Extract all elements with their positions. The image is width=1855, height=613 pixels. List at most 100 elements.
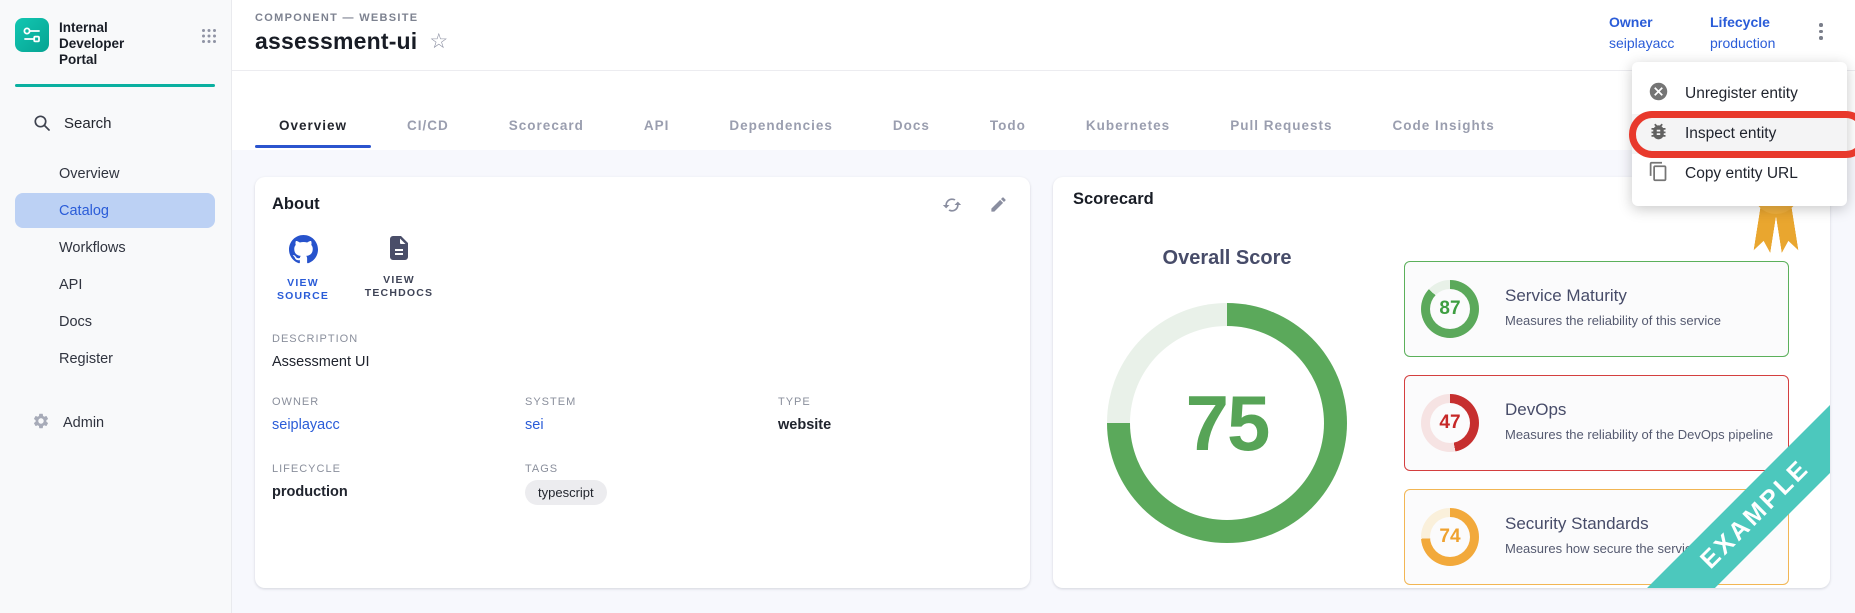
brand-name: Internal Developer Portal xyxy=(59,20,125,67)
sidebar-item-catalog[interactable]: Catalog xyxy=(15,193,215,228)
favorite-star-icon[interactable]: ☆ xyxy=(429,30,449,53)
devops-description: Measures the reliability of the DevOps p… xyxy=(1505,427,1774,442)
about-title: About xyxy=(272,195,320,213)
tab-cicd[interactable]: CI/CD xyxy=(407,118,449,133)
description-label: DESCRIPTION xyxy=(272,333,359,345)
tab-todo[interactable]: Todo xyxy=(989,118,1026,133)
lifecycle-fact: Lifecycle production xyxy=(1710,12,1775,54)
service-maturity-donut: 87 xyxy=(1421,280,1479,338)
tab-overview[interactable]: Overview xyxy=(255,71,372,150)
devops-donut: 47 xyxy=(1421,394,1479,452)
tags-field-label: TAGS xyxy=(525,463,559,475)
tab-docs[interactable]: Docs xyxy=(892,118,930,133)
portal-logo-icon xyxy=(15,18,49,52)
apps-grid-icon[interactable] xyxy=(201,18,217,44)
tab-kubernetes[interactable]: Kubernetes xyxy=(1085,118,1171,133)
score-box-devops[interactable]: 47 DevOps Measures the reliability of th… xyxy=(1404,375,1789,471)
system-field-label: SYSTEM xyxy=(525,396,577,408)
overview-content: About xyxy=(232,150,1855,613)
menu-item-inspect-entity[interactable]: Inspect entity xyxy=(1632,114,1847,154)
owner-field-value[interactable]: seiplayacc xyxy=(272,417,340,433)
service-maturity-description: Measures the reliability of this service xyxy=(1505,313,1722,328)
description-field: DESCRIPTION Assessment UI xyxy=(272,333,1013,370)
github-icon xyxy=(288,235,318,269)
gear-icon xyxy=(32,412,50,434)
sidebar-item-admin[interactable]: Admin xyxy=(32,412,231,434)
scorecard-title: Scorecard xyxy=(1073,190,1154,208)
menu-item-label: Inspect entity xyxy=(1685,125,1777,142)
main-area: COMPONENT — WEBSITE assessment-ui ☆ Owne… xyxy=(232,0,1855,613)
search-label: Search xyxy=(64,114,112,132)
system-field-value[interactable]: sei xyxy=(525,417,544,433)
security-standards-score: 74 xyxy=(1439,526,1461,547)
type-field-label: TYPE xyxy=(778,396,811,408)
admin-label: Admin xyxy=(63,415,105,431)
service-maturity-title: Service Maturity xyxy=(1505,286,1627,305)
tag-chip-typescript[interactable]: typescript xyxy=(525,480,607,505)
document-icon xyxy=(387,235,411,266)
entity-tabs: Overview CI/CD Scorecard API Dependencie… xyxy=(232,71,1855,150)
brand-row: Internal Developer Portal xyxy=(0,0,231,68)
security-standards-donut: 74 xyxy=(1421,508,1479,566)
owner-label: Owner xyxy=(1609,14,1653,30)
sidebar: Internal Developer Portal Searc xyxy=(0,0,232,613)
type-field-value: website xyxy=(778,417,832,433)
edit-pencil-icon[interactable] xyxy=(989,195,1008,215)
menu-item-label: Unregister entity xyxy=(1685,85,1798,102)
view-source-label: VIEW SOURCE xyxy=(276,277,330,302)
refresh-icon[interactable] xyxy=(942,195,962,215)
system-field: SYSTEM sei xyxy=(525,396,778,433)
security-standards-description: Measures how secure the service is xyxy=(1505,541,1712,556)
service-maturity-score: 87 xyxy=(1439,298,1461,319)
devops-title: DevOps xyxy=(1505,400,1567,419)
sidebar-item-workflows[interactable]: Workflows xyxy=(59,239,126,256)
breadcrumb: COMPONENT — WEBSITE xyxy=(255,12,419,24)
copy-icon xyxy=(1648,161,1669,187)
lifecycle-value: production xyxy=(1710,35,1776,51)
view-techdocs-label: VIEW TECHDOCS xyxy=(364,274,434,299)
bug-icon xyxy=(1648,121,1669,147)
sidebar-item-api[interactable]: API xyxy=(59,276,83,293)
lifecycle-label: Lifecycle xyxy=(1710,14,1770,30)
about-card: About xyxy=(255,177,1030,588)
tab-dependencies[interactable]: Dependencies xyxy=(729,118,833,133)
tab-pull-requests[interactable]: Pull Requests xyxy=(1230,118,1333,133)
overall-score-value: 75 xyxy=(1185,378,1271,467)
entity-header: COMPONENT — WEBSITE assessment-ui ☆ Owne… xyxy=(232,0,1855,71)
menu-item-unregister-entity[interactable]: Unregister entity xyxy=(1632,74,1847,114)
view-source-link[interactable]: VIEW SOURCE xyxy=(272,235,334,303)
more-options-kebab-icon[interactable] xyxy=(1815,19,1827,44)
menu-item-copy-entity-url[interactable]: Copy entity URL xyxy=(1632,154,1847,194)
sidebar-nav: Overview Catalog Workflows API Docs Regi… xyxy=(0,156,231,376)
sidebar-item-overview[interactable]: Overview xyxy=(59,165,120,182)
tab-scorecard[interactable]: Scorecard xyxy=(508,118,584,133)
sidebar-item-search[interactable]: Search xyxy=(33,114,231,132)
devops-score: 47 xyxy=(1439,412,1461,433)
tab-code-insights[interactable]: Code Insights xyxy=(1392,118,1495,133)
owner-value[interactable]: seiplayacc xyxy=(1609,35,1675,51)
owner-field: OWNER seiplayacc xyxy=(272,396,525,433)
lifecycle-field-value: production xyxy=(272,484,348,500)
type-field: TYPE website xyxy=(778,396,1013,433)
search-icon xyxy=(33,114,51,132)
sidebar-item-register[interactable]: Register xyxy=(59,350,113,367)
lifecycle-field: LIFECYCLE production xyxy=(272,463,525,505)
cancel-icon xyxy=(1648,81,1669,107)
entity-context-menu: Unregister entity Inspect entity Copy en… xyxy=(1632,62,1847,206)
score-box-service-maturity[interactable]: 87 Service Maturity Measures the reliabi… xyxy=(1404,261,1789,357)
overall-score-label: Overall Score xyxy=(1162,247,1292,269)
lifecycle-field-label: LIFECYCLE xyxy=(272,463,341,475)
tags-field: TAGS typescript xyxy=(525,463,778,505)
sidebar-accent-rule xyxy=(15,84,215,87)
sidebar-item-docs[interactable]: Docs xyxy=(59,313,93,330)
page-title: assessment-ui xyxy=(255,28,418,54)
owner-fact: Owner seiplayacc xyxy=(1609,12,1674,54)
scorecard-card: Scorecard Overall Score 75 87 Service Ma… xyxy=(1053,177,1830,588)
owner-field-label: OWNER xyxy=(272,396,320,408)
tab-api[interactable]: API xyxy=(643,118,670,133)
menu-item-label: Copy entity URL xyxy=(1685,165,1798,182)
view-techdocs-link[interactable]: VIEW TECHDOCS xyxy=(360,235,438,303)
description-value: Assessment UI xyxy=(272,354,370,370)
overall-score-donut: 75 xyxy=(1107,303,1347,543)
